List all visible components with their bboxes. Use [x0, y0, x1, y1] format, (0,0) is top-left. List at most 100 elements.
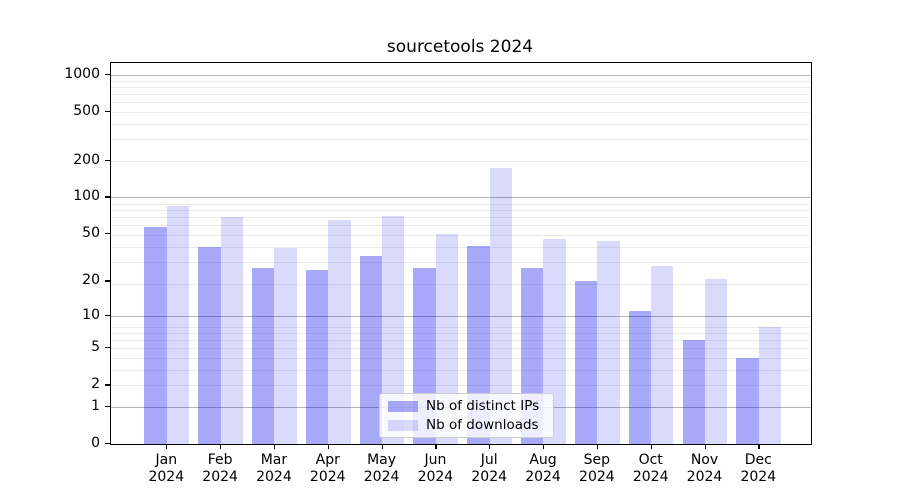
y-tick-label-2: 2 [91, 376, 100, 393]
minor-gridline [111, 217, 811, 219]
minor-gridline [111, 94, 811, 96]
y-tick-mark [105, 280, 110, 282]
bar-downloads-aug [543, 239, 566, 444]
bar-distinct-ips-apr [305, 269, 329, 444]
plot-area [110, 62, 812, 445]
y-tick-mark [105, 443, 110, 445]
x-tick-mark [758, 444, 760, 449]
major-gridline [111, 74, 811, 76]
y-tick-mark [105, 347, 110, 349]
minor-gridline [111, 348, 811, 350]
x-tick-label-dec: Dec 2024 [740, 452, 777, 485]
bar-distinct-ips-mar [251, 267, 275, 444]
bar-downloads-dec [758, 326, 782, 444]
x-tick-mark [166, 444, 168, 449]
minor-gridline [111, 385, 811, 387]
x-tick-mark [435, 444, 437, 449]
legend-row-distinct-ips: Nb of distinct IPs [388, 398, 540, 414]
x-tick-label-nov: Nov 2024 [686, 452, 723, 485]
bar-downloads-nov [704, 278, 728, 444]
bar-downloads-apr [328, 220, 351, 444]
minor-gridline [111, 262, 811, 264]
y-tick-label-20: 20 [82, 272, 100, 289]
legend: Nb of distinct IPs Nb of downloads [379, 393, 554, 438]
x-tick-label-mar: Mar 2024 [256, 452, 292, 485]
bar-downloads-feb [220, 217, 243, 444]
minor-gridline [111, 102, 811, 104]
bar-distinct-ips-may [359, 255, 382, 444]
legend-swatch-distinct-ips [388, 400, 418, 412]
y-tick-label-500: 500 [73, 102, 100, 119]
minor-gridline [111, 340, 811, 342]
y-tick-mark [105, 314, 110, 317]
minor-gridline [111, 80, 811, 82]
y-tick-label-1: 1 [91, 397, 100, 414]
minor-gridline [111, 123, 811, 125]
minor-gridline [111, 112, 811, 114]
x-tick-label-sep: Sep 2024 [579, 452, 615, 485]
legend-label-distinct-ips: Nb of distinct IPs [426, 398, 540, 414]
minor-gridline [111, 86, 811, 88]
x-tick-label-jun: Jun 2024 [417, 452, 454, 485]
bar-distinct-ips-oct [628, 311, 652, 444]
x-tick-label-aug: Aug 2024 [525, 452, 561, 485]
legend-row-downloads: Nb of downloads [388, 417, 539, 433]
bar-distinct-ips-dec [736, 358, 759, 444]
x-tick-label-may: May 2024 [363, 452, 400, 485]
x-tick-label-apr: Apr 2024 [309, 452, 346, 485]
legend-swatch-downloads [388, 419, 418, 431]
y-tick-mark [105, 196, 110, 198]
y-tick-label-10: 10 [82, 306, 100, 323]
bar-downloads-mar [274, 248, 297, 444]
minor-gridline [111, 160, 811, 162]
x-tick-label-jul: Jul 2024 [471, 452, 508, 485]
minor-gridline [111, 283, 811, 285]
minor-gridline [111, 326, 811, 328]
legend-label-downloads: Nb of downloads [426, 417, 539, 433]
bar-downloads-jun [435, 233, 459, 444]
bar-downloads-jan [166, 206, 190, 444]
major-gridline [111, 315, 811, 317]
bar-distinct-ips-sep [574, 281, 598, 444]
minor-gridline [111, 332, 811, 334]
y-tick-mark [105, 159, 110, 161]
y-tick-label-5: 5 [91, 339, 100, 356]
minor-gridline [111, 235, 811, 237]
minor-gridline [111, 139, 811, 141]
major-gridline [111, 197, 811, 199]
x-tick-label-jan: Jan 2024 [148, 452, 185, 485]
y-tick-label-100: 100 [73, 188, 100, 205]
x-tick-mark [543, 444, 545, 449]
y-tick-mark [105, 384, 110, 386]
chart-title: sourcetools 2024 [386, 37, 534, 57]
x-tick-mark [381, 444, 383, 449]
y-tick-label-1000: 1000 [64, 65, 100, 82]
bar-downloads-sep [597, 240, 620, 444]
bar-downloads-oct [651, 266, 674, 444]
x-tick-mark [596, 444, 599, 449]
y-tick-mark [105, 405, 110, 408]
bar-distinct-ips-nov [682, 340, 705, 444]
minor-gridline [111, 203, 811, 205]
y-tick-label-50: 50 [82, 224, 100, 241]
bar-distinct-ips-jan [144, 227, 167, 444]
y-tick-mark [105, 110, 110, 113]
y-tick-mark [105, 232, 110, 235]
minor-gridline [111, 358, 811, 360]
x-tick-mark [327, 444, 329, 449]
x-tick-mark [704, 444, 706, 449]
x-tick-mark [273, 444, 276, 449]
bar-downloads-jul [489, 167, 512, 444]
x-tick-mark [650, 444, 652, 449]
x-tick-mark [220, 444, 222, 449]
y-tick-mark [105, 73, 110, 76]
minor-gridline [111, 246, 811, 248]
minor-gridline [111, 225, 811, 227]
x-tick-label-oct: Oct 2024 [632, 452, 669, 485]
bar-downloads-may [381, 215, 405, 444]
x-tick-label-feb: Feb 2024 [202, 452, 238, 485]
bar-distinct-ips-feb [198, 246, 221, 444]
minor-gridline [111, 369, 811, 371]
y-tick-label-200: 200 [73, 151, 100, 168]
y-tick-label-0: 0 [91, 435, 100, 451]
